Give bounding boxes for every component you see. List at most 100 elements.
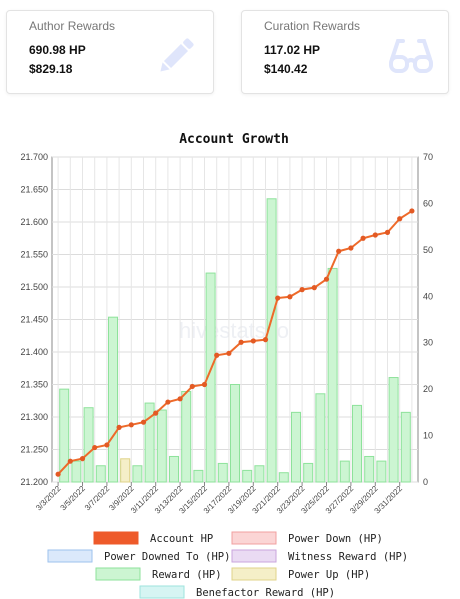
reward-bar: [339, 460, 350, 483]
account-hp-point: [128, 422, 134, 428]
y-right-tick-label: 10: [423, 431, 433, 441]
account-hp-point: [287, 294, 293, 300]
x-tick-label: 3/7/2022: [83, 484, 112, 513]
y-right-tick-label: 50: [423, 245, 433, 255]
y-left-tick-label: 21.350: [20, 380, 48, 390]
legend-swatch: [93, 531, 139, 545]
account-hp-point: [262, 337, 269, 343]
account-hp-point: [409, 208, 415, 214]
account-hp-point: [238, 339, 244, 345]
reward-bar: [254, 465, 265, 483]
reward-bar: [169, 455, 179, 483]
account-hp-point: [214, 352, 220, 358]
legend-label: Reward (HP): [152, 569, 222, 581]
x-tick-label: 3/3/2022: [34, 484, 63, 513]
reward-bar: [59, 388, 70, 483]
account-hp-point: [250, 338, 256, 344]
account-hp-point: [104, 442, 110, 448]
account-growth-chart: Account Growth hivestats.io 21.20021.250…: [20, 132, 433, 599]
account-hp-point: [140, 419, 147, 425]
y-left-tick-label: 21.550: [20, 250, 48, 260]
y-right-tick-label: 40: [423, 291, 433, 301]
legend-swatch: [47, 549, 93, 563]
reward-bar: [83, 407, 94, 483]
legend-swatch: [231, 531, 277, 545]
reward-bar: [144, 402, 155, 483]
y-left-tick-label: 21.200: [20, 477, 48, 487]
y-right-tick-label: 70: [423, 152, 433, 162]
chart-title: Account Growth: [179, 132, 289, 147]
reward-bar: [303, 462, 314, 483]
legend-label: Power Downed To (HP): [104, 551, 230, 563]
account-hp-point: [92, 444, 98, 451]
reward-bar: [315, 393, 326, 483]
account-hp-point: [275, 295, 281, 301]
author-rewards-usd: $829.18: [29, 62, 73, 76]
account-hp-point: [201, 381, 208, 388]
author-rewards-card: Author Rewards 690.98 HP $829.18: [6, 10, 214, 94]
account-hp-point: [226, 350, 232, 356]
reward-bar: [205, 272, 216, 483]
legend-label: Benefactor Reward (HP): [196, 587, 335, 599]
author-rewards-title: Author Rewards: [29, 19, 116, 33]
reward-bar: [352, 404, 362, 483]
reward-bar: [266, 198, 277, 483]
legend-swatch: [231, 567, 277, 581]
account-hp-path: [57, 210, 413, 475]
account-hp-point: [372, 232, 378, 238]
reward-bar: [193, 469, 204, 483]
legend-swatch: [95, 567, 141, 581]
legend-label: Account HP: [150, 533, 213, 545]
reward-bar: [181, 390, 192, 483]
y-left-tick-label: 21.250: [20, 445, 48, 455]
account-hp-point: [177, 396, 183, 402]
account-hp-point: [67, 458, 73, 464]
reward-bar: [242, 469, 253, 483]
legend-swatch: [139, 585, 185, 599]
account-hp-point: [336, 248, 342, 254]
y-left-tick-label: 21.450: [20, 315, 48, 325]
legend-swatch: [231, 549, 277, 563]
curation-rewards-card: Curation Rewards 117.02 HP $140.42: [241, 10, 449, 94]
y-left-tick-label: 21.300: [20, 412, 48, 422]
legend-label: Witness Reward (HP): [288, 551, 408, 563]
reward-bar: [364, 455, 375, 483]
reward-bar: [95, 465, 106, 483]
account-hp-point: [299, 287, 305, 293]
reward-bar: [132, 465, 143, 483]
account-hp-point: [153, 410, 159, 416]
glasses-icon: [389, 39, 433, 73]
legend-label: Power Up (HP): [288, 569, 370, 581]
account-hp-point: [384, 229, 391, 235]
reward-bar: [230, 384, 240, 483]
author-rewards-hp: 690.98 HP: [29, 43, 86, 57]
account-hp-point: [55, 471, 61, 477]
pencil-icon: [160, 38, 194, 72]
account-hp-point: [397, 216, 403, 222]
account-hp-line: [55, 208, 415, 477]
curation-rewards-hp: 117.02 HP: [264, 43, 321, 57]
legend: Account HP Power Down (HP) Power Downed To…: [47, 531, 408, 599]
reward-bar: [291, 411, 301, 483]
curation-rewards-usd: $140.42: [264, 62, 308, 76]
account-hp-point: [311, 285, 317, 291]
account-hp-point: [79, 456, 86, 462]
account-hp-point: [116, 424, 122, 430]
reward-bar: [71, 460, 82, 483]
account-hp-point: [348, 245, 354, 251]
account-hp-point: [165, 399, 171, 405]
reward-bar: [388, 377, 399, 483]
reward-bar: [400, 411, 411, 483]
y-left-tick-label: 21.600: [20, 217, 48, 227]
reward-bar: [156, 409, 167, 483]
account-hp-point: [323, 276, 330, 282]
y-right-tick-label: 60: [423, 198, 433, 208]
curation-rewards-title: Curation Rewards: [264, 19, 361, 33]
account-hp-point: [360, 235, 366, 241]
bars: [59, 198, 411, 483]
y-right-tick-label: 0: [423, 477, 428, 487]
y-left-tick-label: 21.700: [20, 152, 48, 162]
reward-bar: [376, 460, 387, 483]
y-left-tick-label: 21.400: [20, 347, 48, 357]
power-up-bar: [120, 458, 131, 483]
